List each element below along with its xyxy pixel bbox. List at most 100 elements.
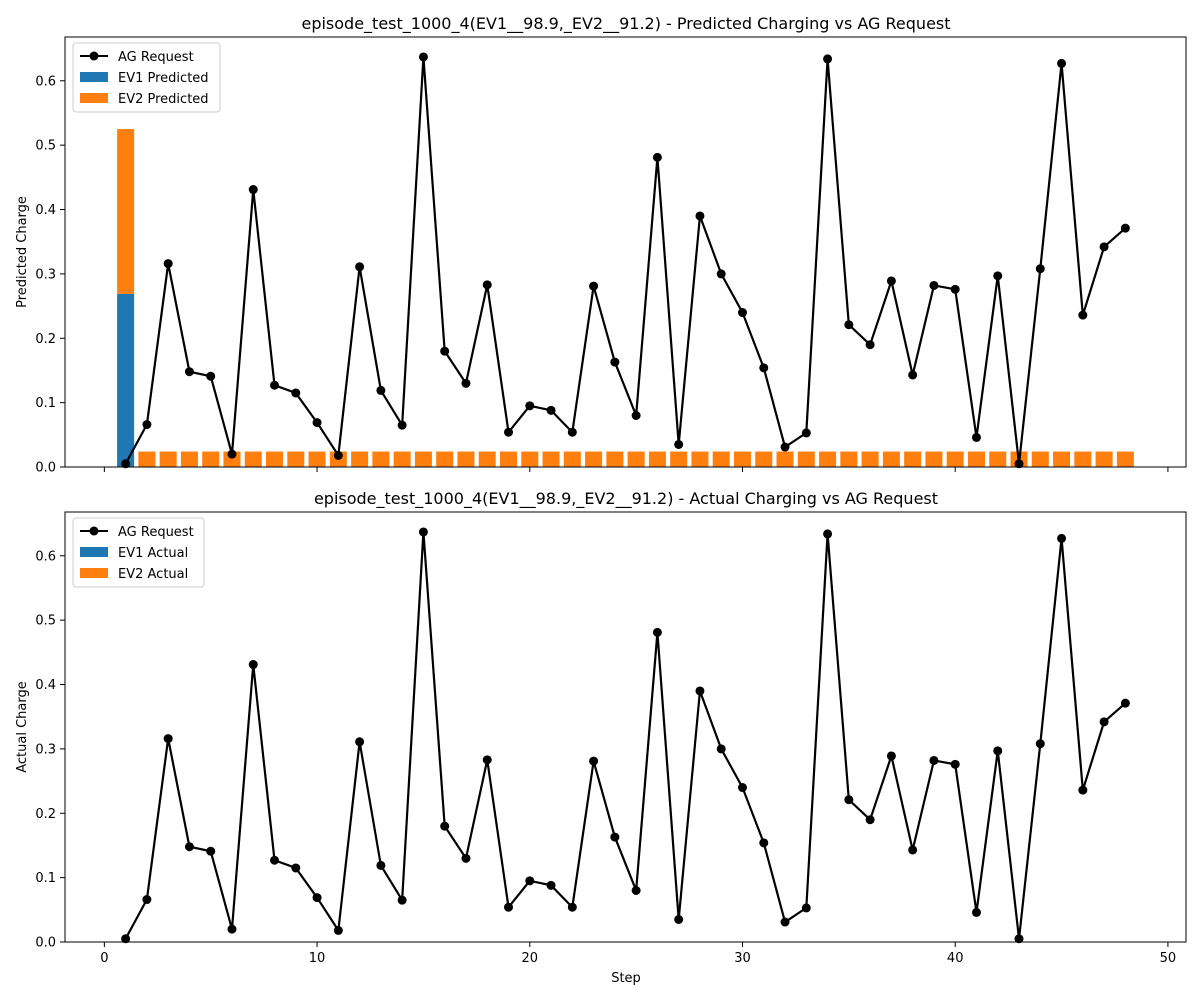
- predicted-y-tick-label-0.0: 0.0: [35, 461, 56, 476]
- actual-ag-request-point-45: [1057, 533, 1067, 543]
- predicted-ev2-bar-15: [414, 451, 432, 467]
- predicted-ag-request-point-14: [397, 420, 407, 430]
- predicted-ev2-bar-19: [499, 451, 518, 467]
- predicted-ev2-bar-32: [776, 451, 794, 467]
- predicted-ag-request-point-16: [440, 346, 450, 356]
- predicted-ag-request-point-26: [652, 152, 662, 162]
- actual-ag-request-point-2: [142, 895, 152, 905]
- predicted-ev2-bar-30: [733, 451, 752, 467]
- actual-y-tick-label-0.0: 0.0: [35, 936, 56, 951]
- predicted-ev2-bar-22: [563, 451, 581, 467]
- predicted-ev2-bar-18: [478, 451, 496, 467]
- actual-ag-request-point-33: [801, 903, 811, 913]
- predicted-ag-request-point-31: [759, 363, 769, 373]
- predicted-ev2-bar-25: [627, 451, 645, 467]
- actual-ag-request-point-21: [546, 880, 556, 890]
- actual-legend-ev1-swatch: [80, 547, 108, 557]
- predicted-ev2-bar-1: [117, 129, 135, 294]
- predicted-ev2-bar-37: [882, 451, 900, 467]
- predicted-legend-ev2-swatch: [80, 93, 108, 103]
- actual-ag-request-point-17: [461, 853, 471, 863]
- actual-y-tick-label-0.1: 0.1: [35, 871, 56, 886]
- actual-ag-request-point-8: [270, 855, 280, 865]
- predicted-ev2-bar-7: [244, 451, 262, 467]
- predicted-ev2-bar-41: [967, 451, 985, 467]
- actual-ag-request-point-12: [355, 737, 365, 747]
- predicted-legend-marker-swatch: [89, 51, 99, 61]
- predicted-legend-ev1: EV1 Predicted: [118, 71, 209, 86]
- predicted-y-axis-label: Predicted Charge: [15, 196, 30, 308]
- predicted-chart-title: episode_test_1000_4(EV1__98.9,_EV2__91.2…: [301, 14, 950, 34]
- predicted-ag-request-point-27: [674, 439, 684, 449]
- predicted-ag-request-point-32: [780, 442, 790, 452]
- actual-ag-request-point-18: [482, 755, 492, 765]
- actual-ag-request-point-36: [865, 815, 875, 825]
- actual-ag-request-point-16: [440, 821, 450, 831]
- actual-ag-request-line: [121, 527, 1130, 944]
- predicted-ag-request-point-46: [1078, 310, 1088, 320]
- predicted-ag-request-point-25: [631, 411, 641, 421]
- actual-ag-request-point-6: [227, 924, 237, 934]
- actual-ag-request-point-19: [504, 902, 514, 912]
- predicted-ag-request-point-19: [504, 427, 514, 437]
- predicted-ag-request-point-9: [291, 388, 301, 398]
- actual-ag-request-point-14: [397, 895, 407, 905]
- predicted-ag-request-point-13: [376, 385, 386, 395]
- actual-ag-request-point-42: [993, 746, 1003, 756]
- predicted-ev2-bar-29: [712, 451, 730, 467]
- predicted-ev2-bar-34: [819, 451, 837, 467]
- actual-x-tick-label-0: 0: [100, 951, 108, 966]
- predicted-ag-request-point-45: [1057, 58, 1067, 68]
- actual-legend-ev2: EV2 Actual: [118, 567, 188, 582]
- predicted-ev2-bar-16: [436, 451, 454, 467]
- predicted-ag-request-line: [121, 52, 1130, 469]
- predicted-ag-request-point-35: [844, 320, 854, 330]
- predicted-plot-frame: [64, 36, 1187, 468]
- actual-y-tick-label-0.4: 0.4: [35, 678, 56, 693]
- actual-legend-marker-swatch: [89, 526, 99, 536]
- predicted-ag-request-point-28: [695, 211, 705, 221]
- actual-y-tick-label-0.3: 0.3: [35, 742, 56, 757]
- predicted-ag-request-point-29: [716, 269, 726, 279]
- predicted-ag-request-point-22: [567, 427, 577, 437]
- predicted-y-tick-label-0.1: 0.1: [35, 396, 56, 411]
- predicted-y-tick-label-0.5: 0.5: [35, 139, 56, 154]
- predicted-ag-request-point-18: [482, 280, 492, 290]
- actual-x-tick-label-50: 50: [1160, 951, 1177, 966]
- predicted-ev2-bar-10: [308, 451, 326, 467]
- predicted-ev2-bar-46: [1074, 451, 1092, 467]
- predicted-ev2-bar-8: [266, 451, 284, 467]
- predicted-ev2-bar-23: [585, 451, 603, 467]
- predicted-ev2-bar-4: [180, 451, 198, 467]
- actual-ag-request-point-47: [1099, 717, 1109, 727]
- actual-ag-request-point-44: [1035, 739, 1045, 749]
- actual-ag-request-point-31: [759, 838, 769, 848]
- predicted-ag-request-point-21: [546, 405, 556, 415]
- predicted-ev2-bar-12: [351, 451, 369, 467]
- predicted-ev2-bar-9: [287, 451, 305, 467]
- predicted-ag-request-point-1: [121, 459, 131, 469]
- actual-axes: 0.0 0.1 0.2 0.3 0.4 0.5 0.6 0 10 20 30 40 50: [35, 511, 1187, 966]
- predicted-ev2-bar-36: [861, 451, 879, 467]
- predicted-ev2-bar-21: [542, 451, 560, 467]
- predicted-ag-request-point-44: [1035, 264, 1045, 274]
- predicted-ag-request-point-39: [929, 280, 939, 290]
- predicted-ag-request-point-15: [418, 52, 428, 62]
- actual-ag-request-point-37: [886, 751, 896, 761]
- predicted-ag-request-point-48: [1120, 223, 1130, 233]
- actual-ag-request-point-46: [1078, 785, 1088, 795]
- predicted-y-tick-label-0.3: 0.3: [35, 267, 56, 282]
- predicted-ag-request-point-7: [248, 185, 258, 195]
- predicted-ag-request-point-3: [163, 259, 173, 269]
- actual-x-tick-label-10: 10: [309, 951, 326, 966]
- predicted-ag-request-point-4: [184, 367, 194, 377]
- actual-chart-title: episode_test_1000_4(EV1__98.9,_EV2__91.2…: [314, 489, 938, 509]
- actual-legend-ag-request: AG Request: [118, 525, 194, 540]
- predicted-legend-ev1-swatch: [80, 72, 108, 82]
- actual-ag-request-point-3: [163, 734, 173, 744]
- actual-ag-request-point-24: [610, 832, 620, 842]
- predicted-bars: [117, 129, 1134, 467]
- actual-ag-request-point-15: [418, 527, 428, 537]
- actual-ag-request-point-5: [206, 846, 216, 856]
